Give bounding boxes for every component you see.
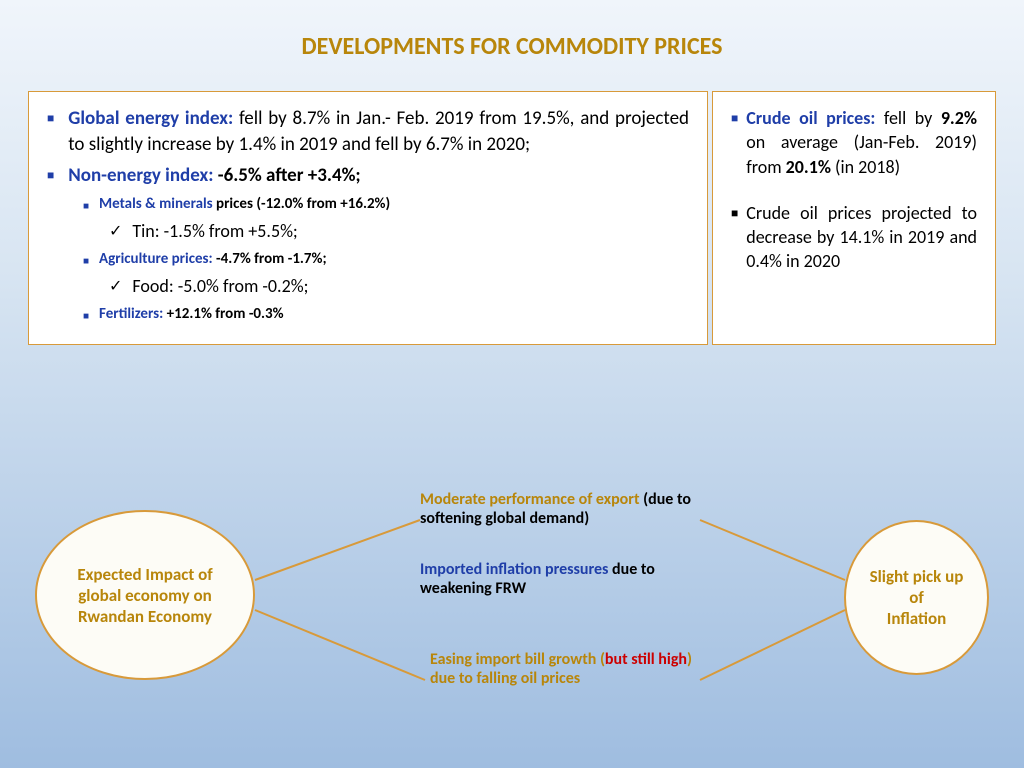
bullet-global-energy: ■ Global energy index: fell by 8.7% in J… <box>47 106 689 157</box>
ellipse-text: Slight pick up of Inflation <box>870 566 964 629</box>
bullet-text: Tin: -1.5% from +5.5%; <box>132 220 297 243</box>
label: Agriculture prices: <box>99 250 213 268</box>
t: fell by <box>875 107 940 129</box>
t: of <box>909 587 924 608</box>
square-bullet-icon: ■ <box>47 111 54 126</box>
value: prices (-12.0% from +16.2%) <box>213 195 391 213</box>
bullet-tin: ✓ Tin: -1.5% from +5.5%; <box>47 220 689 243</box>
value: -6.5% after +3.4%; <box>213 164 360 187</box>
mid-text-import-bill: Easing import bill growth (but still hig… <box>430 650 710 688</box>
bullet-crude-projection: ■ Crude oil prices projected to decrease… <box>731 201 977 274</box>
bullet-text: Crude oil prices projected to decrease b… <box>746 201 977 274</box>
t: Slight pick up <box>870 566 964 587</box>
left-ellipse: Expected Impact of global economy on Rwa… <box>35 510 255 680</box>
square-bullet-icon: ■ <box>83 254 89 267</box>
bullet-metals: ■ Metals & minerals prices (-12.0% from … <box>47 195 689 215</box>
t: 9.2% <box>941 107 977 129</box>
mid-text-export: Moderate performance of export (due to s… <box>420 490 700 528</box>
square-bullet-icon: ■ <box>83 309 89 322</box>
square-bullet-icon: ■ <box>731 111 738 126</box>
ellipse-text: Expected Impact of global economy on Rwa… <box>57 564 233 627</box>
check-icon: ✓ <box>109 221 122 241</box>
t: Inflation <box>887 608 946 629</box>
value: -4.7% from -1.7%; <box>213 250 327 268</box>
value: +12.1% from -0.3% <box>163 305 283 323</box>
bullet-text: Food: -5.0% from -0.2%; <box>132 275 308 298</box>
bullet-fertilizers: ■ Fertilizers: +12.1% from -0.3% <box>47 305 689 325</box>
bullet-text: Global energy index: fell by 8.7% in Jan… <box>68 106 689 157</box>
bullet-non-energy: ■ Non-energy index: -6.5% after +3.4%; <box>47 163 689 189</box>
label: Crude oil prices: <box>746 107 875 129</box>
square-bullet-icon: ■ <box>731 206 738 221</box>
bullet-agriculture: ■ Agriculture prices: -4.7% from -1.7%; <box>47 250 689 270</box>
bullet-crude-oil: ■ Crude oil prices: fell by 9.2% on aver… <box>731 106 977 179</box>
bullet-food: ✓ Food: -5.0% from -0.2%; <box>47 275 689 298</box>
t: Moderate performance of export <box>420 490 640 509</box>
bullet-text: Fertilizers: +12.1% from -0.3% <box>99 305 284 325</box>
t: 20.1% <box>786 156 831 178</box>
square-bullet-icon: ■ <box>83 199 89 212</box>
right-box: ■ Crude oil prices: fell by 9.2% on aver… <box>712 91 996 345</box>
label: Non-energy index: <box>68 164 213 187</box>
mid-text-inflation: Imported inflation pressures due to weak… <box>420 560 700 598</box>
square-bullet-icon: ■ <box>47 168 54 183</box>
t: (in 2018) <box>831 156 900 178</box>
bullet-text: Metals & minerals prices (-12.0% from +1… <box>99 195 390 215</box>
label: Global energy index: <box>68 107 233 130</box>
bullet-text: Crude oil prices: fell by 9.2% on averag… <box>746 106 977 179</box>
label: Fertilizers: <box>99 305 163 323</box>
bullet-text: Agriculture prices: -4.7% from -1.7%; <box>99 250 327 270</box>
right-ellipse: Slight pick up of Inflation <box>844 520 989 675</box>
impact-diagram: Expected Impact of global economy on Rwa… <box>0 490 1024 750</box>
t: Imported inflation pressures <box>420 560 608 579</box>
check-icon: ✓ <box>109 276 122 296</box>
bullet-text: Non-energy index: -6.5% after +3.4%; <box>68 163 360 189</box>
info-boxes: ■ Global energy index: fell by 8.7% in J… <box>28 91 996 345</box>
left-box: ■ Global energy index: fell by 8.7% in J… <box>28 91 708 345</box>
label: Metals & minerals <box>99 195 213 213</box>
page-title: DEVELOPMENTS FOR COMMODITY PRICES <box>0 0 1024 61</box>
